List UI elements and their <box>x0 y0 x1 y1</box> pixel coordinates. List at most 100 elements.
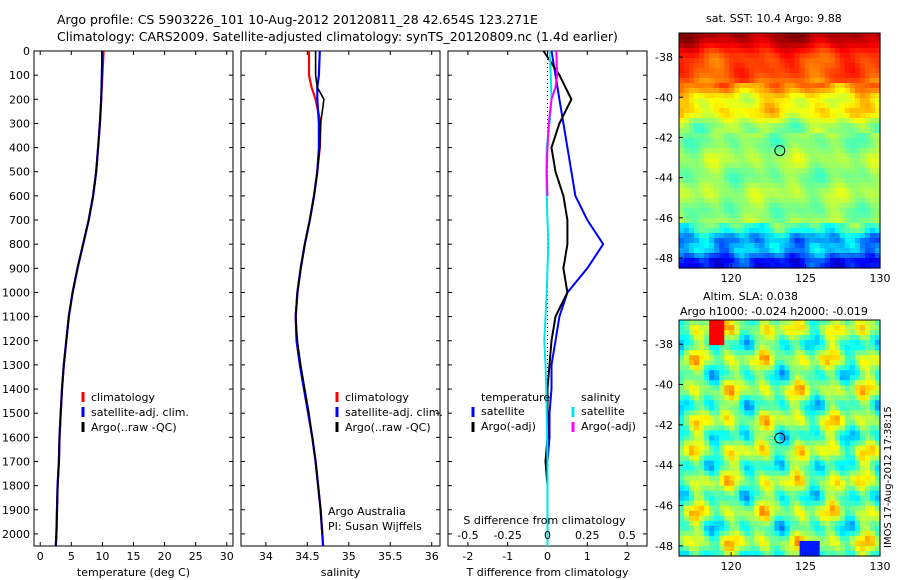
sst-cell <box>709 163 715 169</box>
sla-cell <box>809 485 816 492</box>
sla-cell <box>764 485 771 492</box>
sla-cell <box>769 550 776 557</box>
sla-cell <box>829 330 836 336</box>
sst-cell <box>754 193 761 199</box>
sla-cell <box>844 475 851 482</box>
sla-cell <box>849 445 856 452</box>
sla-cell <box>679 475 685 482</box>
legend-entry-1: climatology <box>91 391 155 404</box>
sla-cell <box>794 350 801 356</box>
sst-cell <box>804 48 811 54</box>
sst-cell <box>874 238 881 244</box>
sst-cell <box>819 263 826 269</box>
sst-cell <box>854 228 861 234</box>
sla-cell <box>784 535 791 542</box>
sst-cell <box>839 208 846 214</box>
sla-cell <box>714 410 720 416</box>
sst-cell <box>704 238 710 244</box>
sla-cell <box>704 470 710 477</box>
sst-cell <box>724 58 730 64</box>
sla-cell <box>779 520 786 527</box>
sla-cell <box>694 475 700 482</box>
sla-cell <box>749 445 755 452</box>
sst-cell <box>694 188 700 194</box>
sla-cell <box>719 370 725 376</box>
sla-cell <box>689 435 695 442</box>
sla-cell <box>764 415 771 422</box>
sla-cell <box>849 520 856 527</box>
sst-cell <box>739 83 745 89</box>
sst-cell <box>799 48 806 54</box>
sst-cell <box>854 73 861 79</box>
sst-cell <box>819 78 826 84</box>
sla-cell <box>779 500 786 507</box>
sst-cell <box>724 153 730 159</box>
sst-cell <box>864 73 871 79</box>
sst-cell <box>824 73 831 79</box>
sst-cell <box>764 158 771 164</box>
sla-cell <box>869 410 876 416</box>
sla-cell <box>794 450 801 457</box>
sla-cell <box>759 385 766 391</box>
sst-cell <box>714 88 720 94</box>
sla-cell <box>824 510 831 517</box>
sst-cell <box>874 53 881 59</box>
sla-cell <box>819 550 826 557</box>
sst-cell <box>729 223 735 229</box>
sla-cell <box>754 330 761 336</box>
sst-cell <box>839 148 846 154</box>
sst-cell <box>809 143 816 149</box>
sst-cell <box>749 73 755 79</box>
sla-cell <box>874 385 881 391</box>
sla-cell <box>744 530 750 537</box>
sla-cell <box>699 485 705 492</box>
sla-cell <box>799 515 806 522</box>
sst-cell <box>714 63 720 69</box>
sst-cell <box>819 123 826 129</box>
sst-cell <box>739 108 745 114</box>
sst-cell <box>714 253 720 259</box>
sla-cell <box>689 325 695 331</box>
sst-cell <box>689 178 695 184</box>
sst-cell <box>769 123 776 129</box>
sst-cell <box>719 113 725 119</box>
sla-cell <box>764 335 771 341</box>
sla-cell <box>874 370 881 376</box>
sla-cell <box>744 525 750 532</box>
sst-cell <box>699 163 705 169</box>
sla-cell <box>874 405 881 411</box>
sla-cell <box>734 380 740 386</box>
sla-cell <box>824 325 831 331</box>
sla-cell <box>844 520 851 527</box>
sst-cell <box>694 143 700 149</box>
sst-cell <box>754 253 761 259</box>
sla-cell <box>754 440 761 447</box>
sst-cell <box>689 168 695 174</box>
sst-cell <box>859 43 866 49</box>
sst-cell <box>749 88 755 94</box>
sla-cell <box>814 365 821 371</box>
sla-cell <box>834 525 841 532</box>
sla-cell <box>694 355 700 361</box>
sla-cell <box>734 355 740 361</box>
sla-cell <box>804 485 811 492</box>
sla-cell <box>764 505 771 512</box>
sla-cell <box>874 395 881 401</box>
sla-cell <box>804 330 811 336</box>
sla-cell <box>859 540 866 547</box>
sst-cell <box>809 108 816 114</box>
sla-cell <box>819 470 826 477</box>
sla-cell <box>804 405 811 411</box>
series-line-1-3 <box>55 51 103 547</box>
sst-cell <box>839 73 846 79</box>
sla-cell <box>734 490 740 497</box>
sla-cell <box>739 325 745 331</box>
sst-cell <box>694 133 700 139</box>
sla-cell <box>829 390 836 396</box>
sla-cell <box>854 550 861 557</box>
sst-cell <box>849 63 856 69</box>
sla-cell <box>789 365 796 371</box>
sst-cell <box>799 163 806 169</box>
sst-cell <box>779 43 786 49</box>
sla-cell <box>699 475 705 482</box>
